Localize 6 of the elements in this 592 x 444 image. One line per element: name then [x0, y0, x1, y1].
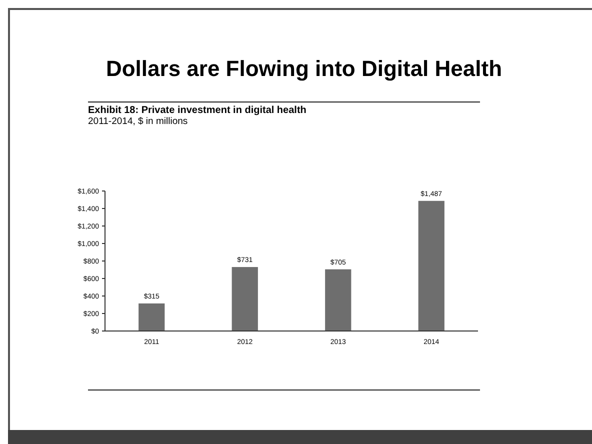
bar: [232, 267, 258, 331]
chart-subtitle: Exhibit 18: Private investment in digital health 2011-2014, $ in millions: [88, 105, 306, 127]
bar: [325, 269, 352, 331]
bar: [418, 200, 444, 331]
bar: [138, 303, 165, 331]
chart-title: Dollars are Flowing into Digital Health: [106, 56, 502, 81]
